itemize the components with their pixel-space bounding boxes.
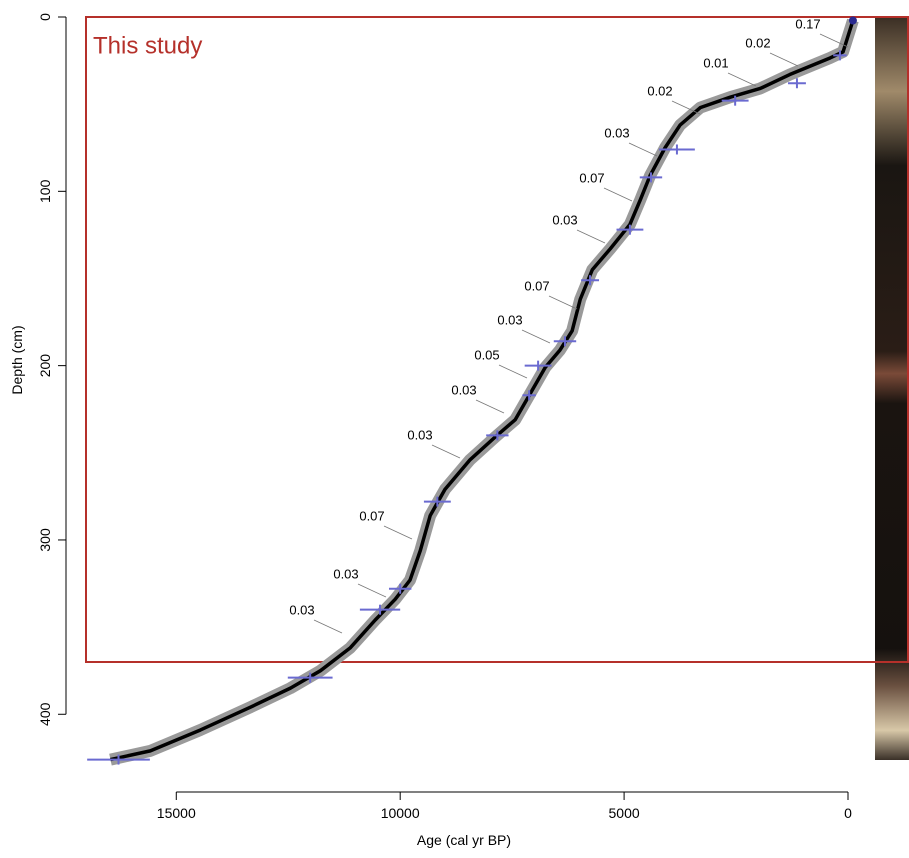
rate-label: 0.03 [407,427,432,442]
leader-line [603,187,633,202]
leader-line [383,525,413,540]
rate-label: 0.03 [451,382,476,397]
confidence-band [109,18,859,766]
leader-line [475,399,505,414]
leader-line [628,142,658,157]
y-tick-label: 400 [37,702,53,726]
x-tick-label: 10000 [381,805,420,821]
leader-line [576,229,606,244]
rate-label: 0.07 [524,278,549,293]
x-tick-label: 0 [844,805,852,821]
y-axis-label: Depth (cm) [9,325,25,394]
leader-line [819,33,849,48]
rate-label: 0.03 [289,602,314,617]
y-tick-label: 100 [37,179,53,203]
rate-label: 0.01 [703,55,728,70]
x-tick-label: 15000 [157,805,196,821]
study-box [85,16,909,663]
leader-line [727,72,757,87]
rate-label: 0.03 [333,566,358,581]
rate-label: 0.17 [795,16,820,31]
leader-line [521,329,551,344]
rate-label: 0.07 [579,170,604,185]
rate-label: 0.02 [647,83,672,98]
model-line [110,19,855,762]
y-tick-label: 0 [37,13,53,21]
rate-label: 0.07 [359,508,384,523]
date-point [848,16,857,25]
core-photo [875,17,909,760]
x-tick-label: 5000 [609,805,640,821]
leader-line [313,619,343,634]
leader-line [671,100,701,115]
leader-line [357,583,387,598]
rate-label: 0.03 [497,312,522,327]
rate-label: 0.03 [604,125,629,140]
leader-line [498,364,528,379]
rate-label: 0.02 [745,35,770,50]
leader-line [431,444,461,459]
leader-line [548,295,578,310]
box-label: This study [93,32,202,59]
rate-label: 0.05 [474,347,499,362]
x-axis-label: Age (cal yr BP) [417,832,511,848]
leader-line [769,52,799,67]
y-tick-label: 200 [37,354,53,378]
rate-label: 0.03 [552,212,577,227]
y-tick-label: 300 [37,528,53,552]
